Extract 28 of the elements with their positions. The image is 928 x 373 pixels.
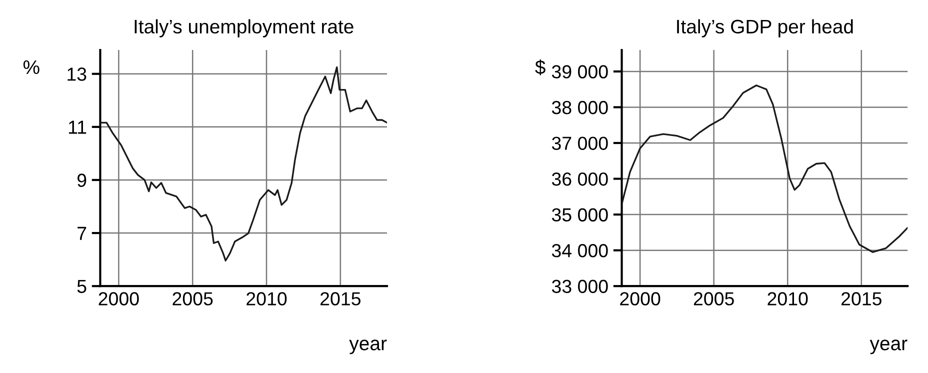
chart-title: Italy’s unemployment rate xyxy=(134,19,354,38)
y-axis-title: $ xyxy=(535,60,546,76)
y-tick-label: 9 xyxy=(77,174,86,187)
y-tick-label: 39 000 xyxy=(552,65,608,78)
line-series xyxy=(100,66,387,262)
y-tick-label: 36 000 xyxy=(552,172,608,186)
x-tick-label: 2015 xyxy=(320,292,360,306)
line-series xyxy=(622,84,908,253)
y-tick-label: 5 xyxy=(77,280,86,294)
y-tick-label: 33 000 xyxy=(552,280,608,294)
x-tick-label: 2000 xyxy=(98,292,139,306)
y-tick-label: 38 000 xyxy=(552,100,608,114)
chart-title: Italy’s GDP per head xyxy=(677,19,853,38)
y-tick-label: 34 000 xyxy=(552,244,608,258)
x-tick-label: 2010 xyxy=(768,292,808,306)
y-tick-label: 35 000 xyxy=(552,208,608,222)
y-tick-label: 11 xyxy=(68,120,86,134)
y-tick-label: 7 xyxy=(78,226,86,240)
y-tick-label: 13 xyxy=(68,68,86,81)
y-tick-label: 37 000 xyxy=(552,136,608,150)
x-tick-label: 2010 xyxy=(246,292,287,306)
x-tick-label: 2005 xyxy=(694,292,734,306)
x-tick-label: 2005 xyxy=(172,292,213,306)
x-tick-label: 2015 xyxy=(841,292,882,306)
x-axis-title: year xyxy=(870,340,908,354)
x-tick-label: 2000 xyxy=(620,292,660,306)
x-axis-title: year xyxy=(349,340,387,354)
y-axis-title: % xyxy=(23,60,40,74)
